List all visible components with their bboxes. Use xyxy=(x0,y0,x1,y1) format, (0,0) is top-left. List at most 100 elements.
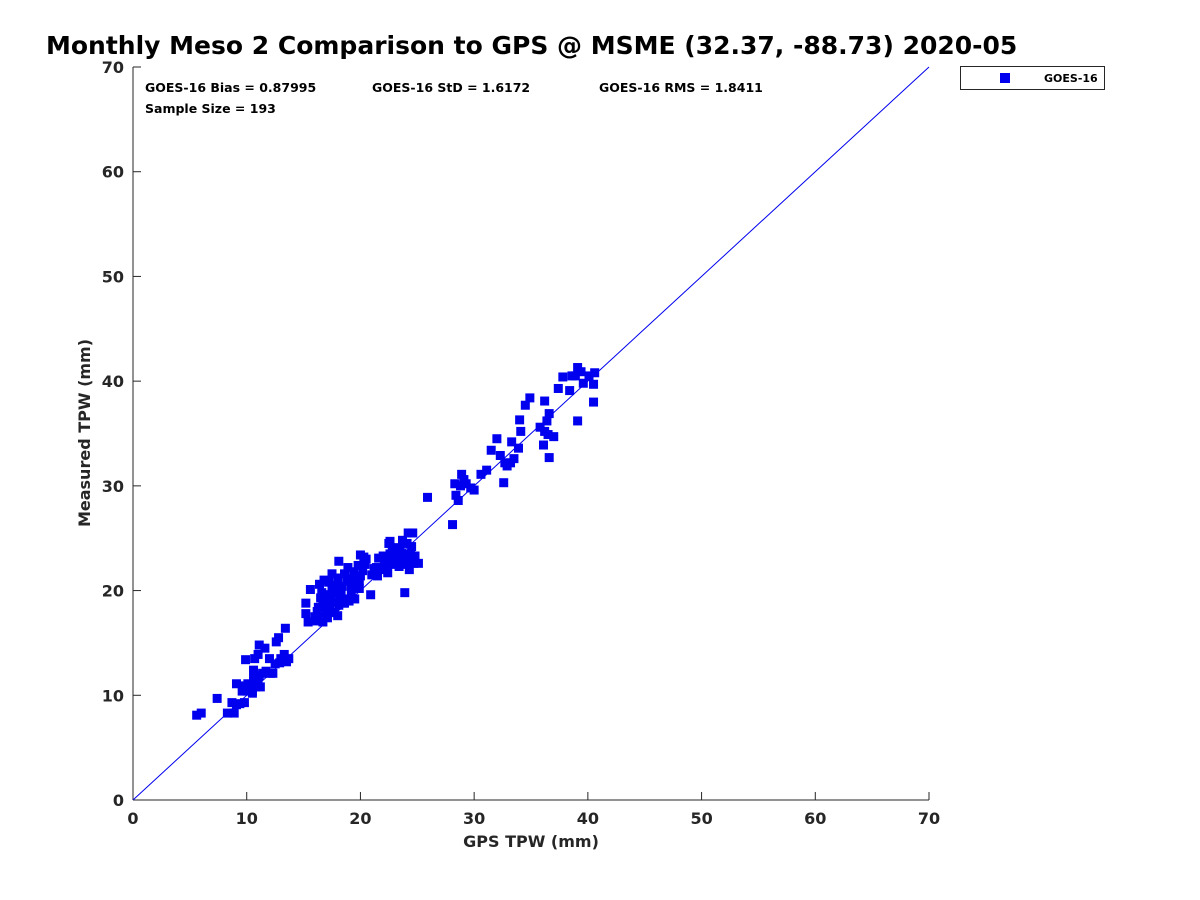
legend-box xyxy=(960,66,1105,90)
data-point xyxy=(573,416,583,426)
axes xyxy=(132,66,930,801)
data-point xyxy=(570,371,580,381)
tick-labels: 0 10 20 30 40 50 60 70 0 10 20 30 40 50 60 70 xyxy=(102,58,940,828)
data-point xyxy=(270,659,280,669)
data-point xyxy=(346,588,356,598)
data-point xyxy=(578,378,588,388)
data-point xyxy=(372,571,382,581)
data-point xyxy=(486,445,496,455)
data-point xyxy=(360,559,370,569)
data-point xyxy=(367,570,377,580)
data-point xyxy=(394,561,404,571)
x-tick-label: 0 xyxy=(127,809,138,828)
data-point xyxy=(238,681,248,691)
data-point xyxy=(333,573,343,583)
data-point xyxy=(565,386,575,396)
x-tick-label: 10 xyxy=(236,809,258,828)
x-tick-label: 30 xyxy=(463,809,485,828)
y-axis-label: Measured TPW (mm) xyxy=(75,339,94,527)
data-point xyxy=(423,492,433,502)
data-point xyxy=(383,568,393,578)
data-point xyxy=(321,608,331,618)
data-point xyxy=(476,469,486,479)
x-tick-label: 50 xyxy=(690,809,712,828)
data-point xyxy=(540,396,550,406)
data-point xyxy=(350,594,360,604)
data-point xyxy=(584,371,594,381)
data-point xyxy=(318,597,328,607)
data-point xyxy=(507,437,517,447)
data-point xyxy=(264,654,274,664)
data-point xyxy=(324,596,334,606)
chart-title: Monthly Meso 2 Comparison to GPS @ MSME … xyxy=(46,31,1017,60)
data-point xyxy=(327,569,337,579)
data-point xyxy=(237,686,247,696)
data-point xyxy=(542,416,552,426)
x-tick-label: 60 xyxy=(804,809,826,828)
data-point xyxy=(305,585,315,595)
data-point xyxy=(347,574,357,584)
data-point xyxy=(410,551,420,561)
data-point xyxy=(284,654,294,664)
legend-marker-square xyxy=(1000,73,1010,83)
data-point xyxy=(358,566,368,576)
data-point xyxy=(349,567,359,577)
data-point xyxy=(260,643,270,653)
data-point xyxy=(239,698,249,708)
y-tick-label: 70 xyxy=(102,58,124,77)
data-point xyxy=(279,649,289,659)
data-point xyxy=(589,397,599,407)
data-point xyxy=(402,538,412,548)
data-point xyxy=(319,575,329,585)
y-tick-label: 60 xyxy=(102,163,124,182)
data-points xyxy=(192,363,600,720)
data-point xyxy=(318,617,328,627)
data-point xyxy=(482,465,492,475)
data-point xyxy=(515,415,525,425)
y-tick-label: 20 xyxy=(102,582,124,601)
data-point xyxy=(451,490,461,500)
data-point xyxy=(391,543,401,553)
data-point xyxy=(453,496,463,506)
data-point xyxy=(399,559,409,569)
y-tick-label: 40 xyxy=(102,372,124,391)
data-point xyxy=(243,679,253,689)
data-point xyxy=(192,710,202,720)
stat-std: GOES-16 StD = 1.6172 xyxy=(372,80,530,95)
data-point xyxy=(374,553,384,563)
data-point xyxy=(404,565,414,575)
data-point xyxy=(346,580,356,590)
data-point xyxy=(235,699,245,709)
y-tick-label: 30 xyxy=(102,477,124,496)
data-point xyxy=(535,422,545,432)
data-point xyxy=(544,409,554,419)
x-tick-label: 20 xyxy=(349,809,371,828)
data-point xyxy=(539,440,549,450)
x-tick-label: 70 xyxy=(918,809,940,828)
data-point xyxy=(334,556,344,566)
data-point xyxy=(253,649,263,659)
y-tick-label: 10 xyxy=(102,686,124,705)
data-point xyxy=(249,674,259,684)
data-point xyxy=(313,602,323,612)
data-point xyxy=(355,571,365,581)
data-point xyxy=(378,551,388,561)
data-point xyxy=(241,655,251,665)
data-point xyxy=(231,679,241,689)
data-point xyxy=(495,450,505,460)
data-point xyxy=(413,558,423,568)
data-point xyxy=(461,479,471,489)
data-point xyxy=(400,588,410,598)
data-point xyxy=(334,600,344,610)
data-point xyxy=(320,590,330,600)
data-point xyxy=(376,565,386,575)
data-point xyxy=(314,579,324,589)
data-point xyxy=(254,640,264,650)
data-point xyxy=(359,552,369,562)
data-point xyxy=(457,469,467,479)
data-point xyxy=(590,368,600,378)
data-point xyxy=(342,576,352,586)
data-point xyxy=(553,383,563,393)
data-point xyxy=(558,372,568,382)
data-point xyxy=(301,609,311,619)
